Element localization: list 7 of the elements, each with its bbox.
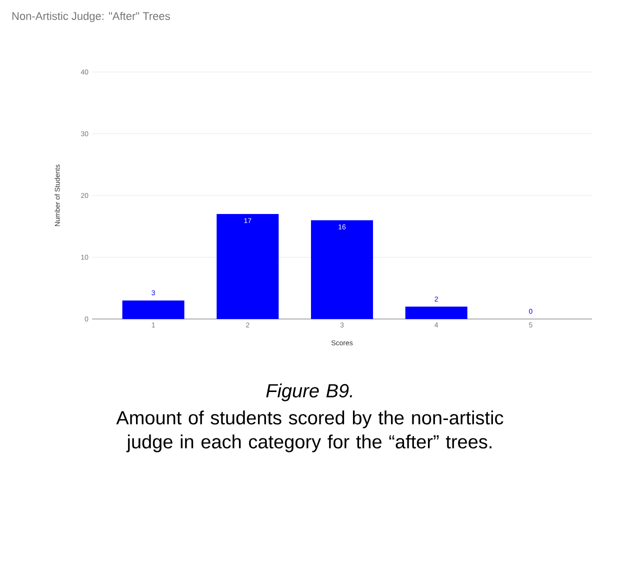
bar xyxy=(405,306,468,320)
caption: Figure B9. xyxy=(266,384,352,402)
bar xyxy=(216,214,279,320)
chart-title: Non-Artistic Judge: "After" Trees xyxy=(12,12,170,22)
text: Amount of students scored by the non-artistic judge in each category for the “after” trees. xyxy=(116,410,504,452)
bar xyxy=(122,300,184,320)
bar xyxy=(311,220,374,320)
